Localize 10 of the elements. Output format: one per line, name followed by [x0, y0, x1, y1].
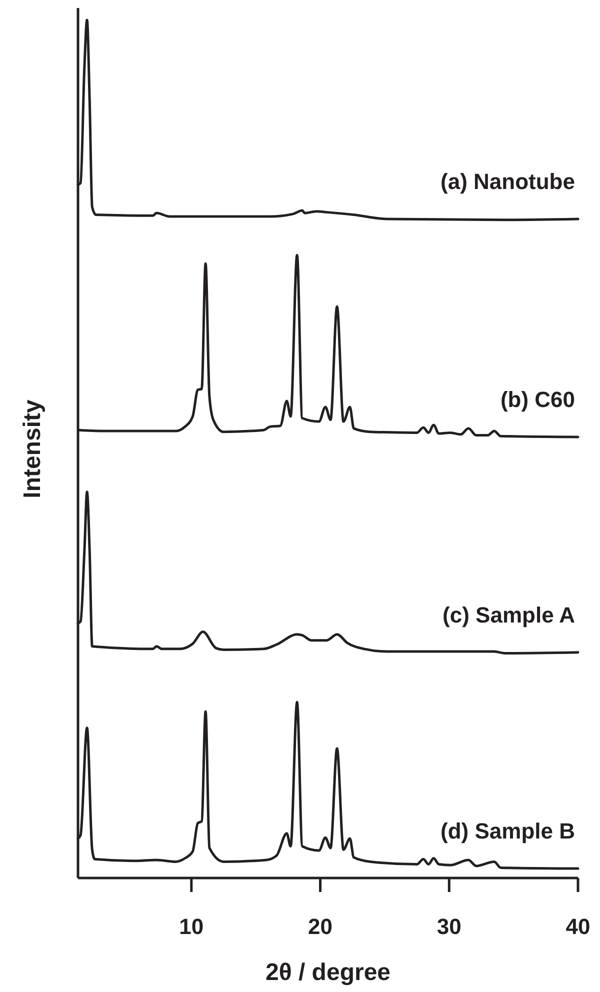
x-tick-label: 10	[179, 914, 204, 939]
x-tick-label: 40	[566, 914, 590, 939]
y-axis-title: Intensity	[19, 399, 46, 498]
x-tick-label: 20	[308, 914, 333, 939]
x-tick-label: 30	[436, 914, 462, 939]
series-label: (b) C60	[500, 386, 575, 412]
series-label: (c) Sample A	[442, 602, 576, 628]
series-label: (a) Nanotube	[440, 169, 575, 194]
series-label: (d) Sample B	[440, 818, 575, 844]
x-axis-title: 2θ / degree	[265, 959, 391, 986]
